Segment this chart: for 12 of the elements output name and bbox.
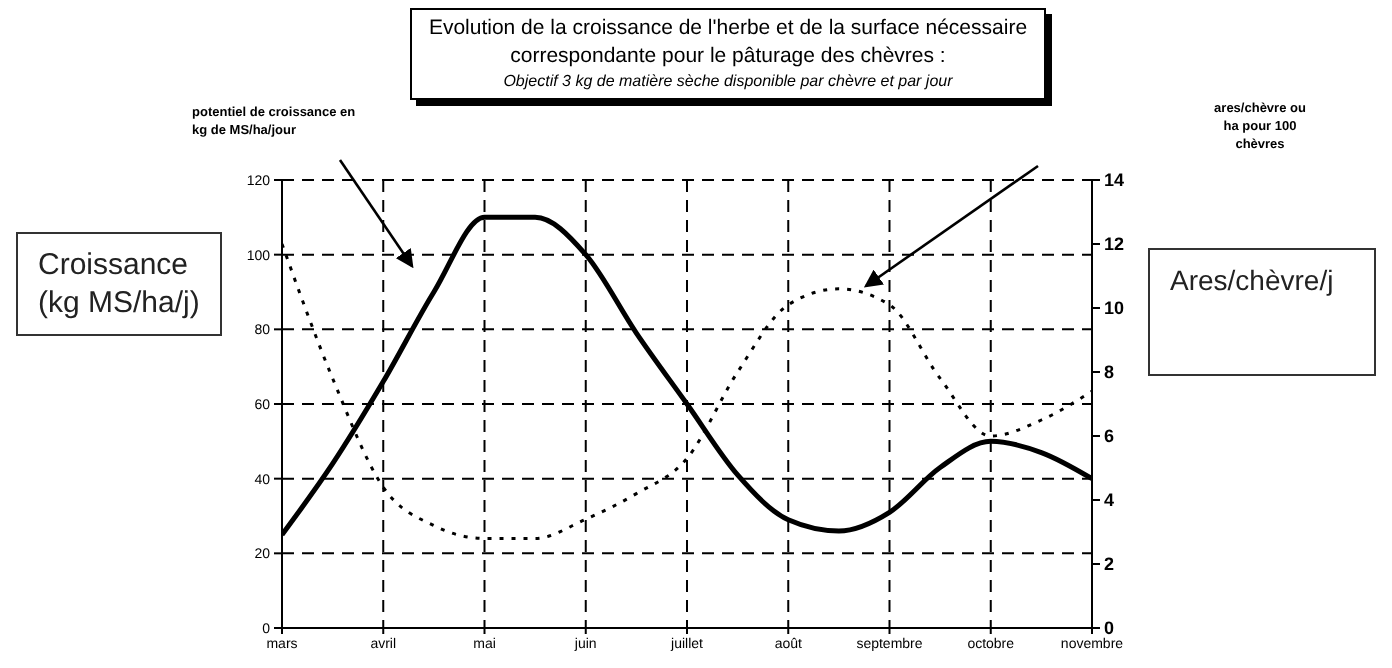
- y2-tick-label: 14: [1104, 170, 1125, 191]
- y2-tick-label: 10: [1104, 298, 1125, 319]
- chart-title: Evolution de la croissance de l'herbe et de la surface nécessaire correspondante pour le pâturage des chèvres :: [426, 14, 1030, 70]
- y2-tick-label: 6: [1104, 426, 1115, 447]
- y2-tick-label: 12: [1104, 234, 1125, 255]
- y2-axis-title: Ares/chèvre/j: [1148, 248, 1376, 376]
- y-axis-title: Croissance (kg MS/ha/j): [16, 232, 222, 336]
- y2-tick-label: 2: [1104, 554, 1115, 575]
- y2-tick-label: 4: [1104, 490, 1115, 511]
- chart-subtitle: Objectif 3 kg de matière sèche disponible par chèvre et par jour: [501, 70, 955, 92]
- y2-tick-label: 0: [1104, 618, 1115, 639]
- y2-tick-label: 8: [1104, 362, 1115, 383]
